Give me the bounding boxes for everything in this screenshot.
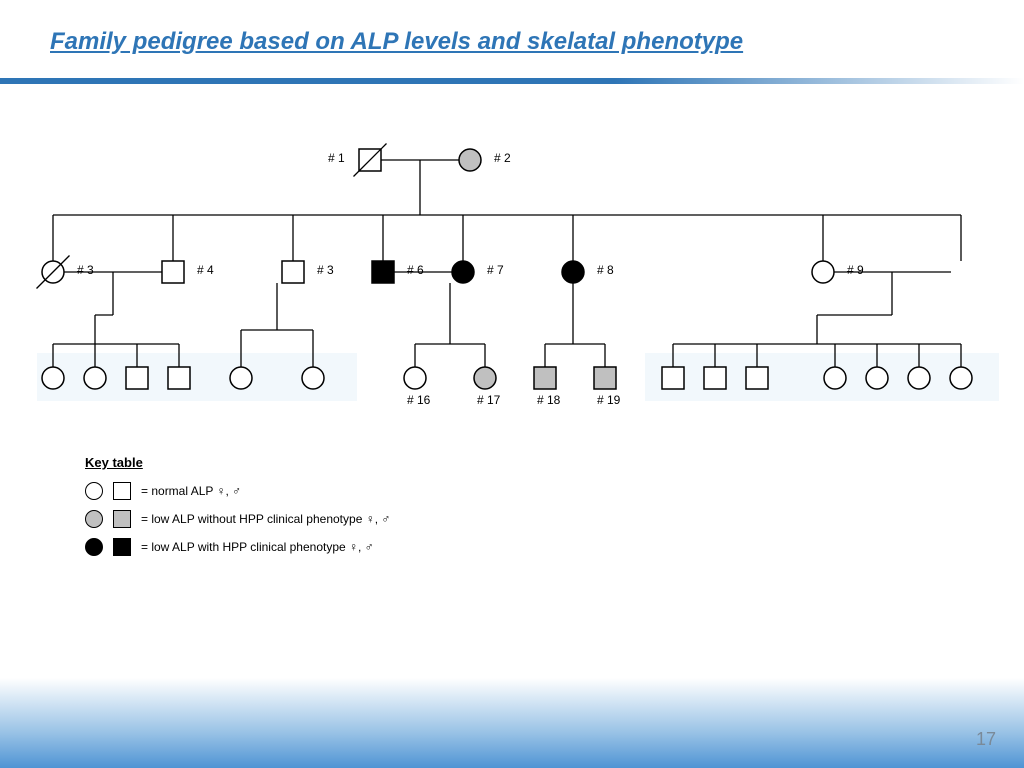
pedigree-node <box>452 261 474 283</box>
key-square-icon <box>113 510 131 528</box>
node-label: # 2 <box>494 151 511 165</box>
key-table: Key table = normal ALP ♀, ♂ = low ALP wit… <box>85 455 390 566</box>
pedigree-node <box>746 367 768 389</box>
pedigree-node <box>42 367 64 389</box>
pedigree-node <box>812 261 834 283</box>
pedigree-node <box>372 261 394 283</box>
node-label: # 4 <box>197 263 214 277</box>
pedigree-node <box>594 367 616 389</box>
node-label: # 3 <box>77 263 94 277</box>
pedigree-node <box>704 367 726 389</box>
key-row: = normal ALP ♀, ♂ <box>85 482 390 500</box>
pedigree-node <box>84 367 106 389</box>
node-label: # 7 <box>487 263 504 277</box>
pedigree-node <box>908 367 930 389</box>
pedigree-node <box>302 367 324 389</box>
pedigree-node <box>950 367 972 389</box>
title-divider <box>0 78 1024 84</box>
pedigree-node <box>474 367 496 389</box>
key-circle-icon <box>85 538 103 556</box>
key-title: Key table <box>85 455 390 470</box>
node-label: # 1 <box>328 151 345 165</box>
pedigree-node <box>126 367 148 389</box>
key-row: = low ALP without HPP clinical phenotype… <box>85 510 390 528</box>
key-row: = low ALP with HPP clinical phenotype ♀,… <box>85 538 390 556</box>
node-label: # 18 <box>537 393 561 407</box>
pedigree-node <box>404 367 426 389</box>
key-circle-icon <box>85 510 103 528</box>
pedigree-node <box>168 367 190 389</box>
node-label: # 16 <box>407 393 431 407</box>
node-label: # 17 <box>477 393 501 407</box>
pedigree-node <box>534 367 556 389</box>
pedigree-node <box>662 367 684 389</box>
pedigree-chart: # 1 # 2 # 3 # 4 # 3 # 6 # 7 # 8 # 9 # 16 # 17 # 18 #… <box>25 120 999 420</box>
node-label: # 19 <box>597 393 621 407</box>
node-label: # 3 <box>317 263 334 277</box>
key-label: = low ALP without HPP clinical phenotype… <box>141 512 390 526</box>
pedigree-node <box>282 261 304 283</box>
key-label: = low ALP with HPP clinical phenotype ♀,… <box>141 540 374 554</box>
pedigree-node <box>866 367 888 389</box>
page-number: 17 <box>976 729 996 750</box>
node-label: # 9 <box>847 263 864 277</box>
node-label: # 8 <box>597 263 614 277</box>
page-title: Family pedigree based on ALP levels and … <box>50 28 743 56</box>
key-label: = normal ALP ♀, ♂ <box>141 484 241 498</box>
pedigree-node <box>562 261 584 283</box>
pedigree-node <box>824 367 846 389</box>
key-square-icon <box>113 482 131 500</box>
key-square-icon <box>113 538 131 556</box>
pedigree-node <box>162 261 184 283</box>
node-label: # 6 <box>407 263 424 277</box>
pedigree-node <box>230 367 252 389</box>
key-circle-icon <box>85 482 103 500</box>
footer-gradient <box>0 678 1024 768</box>
pedigree-node <box>459 149 481 171</box>
